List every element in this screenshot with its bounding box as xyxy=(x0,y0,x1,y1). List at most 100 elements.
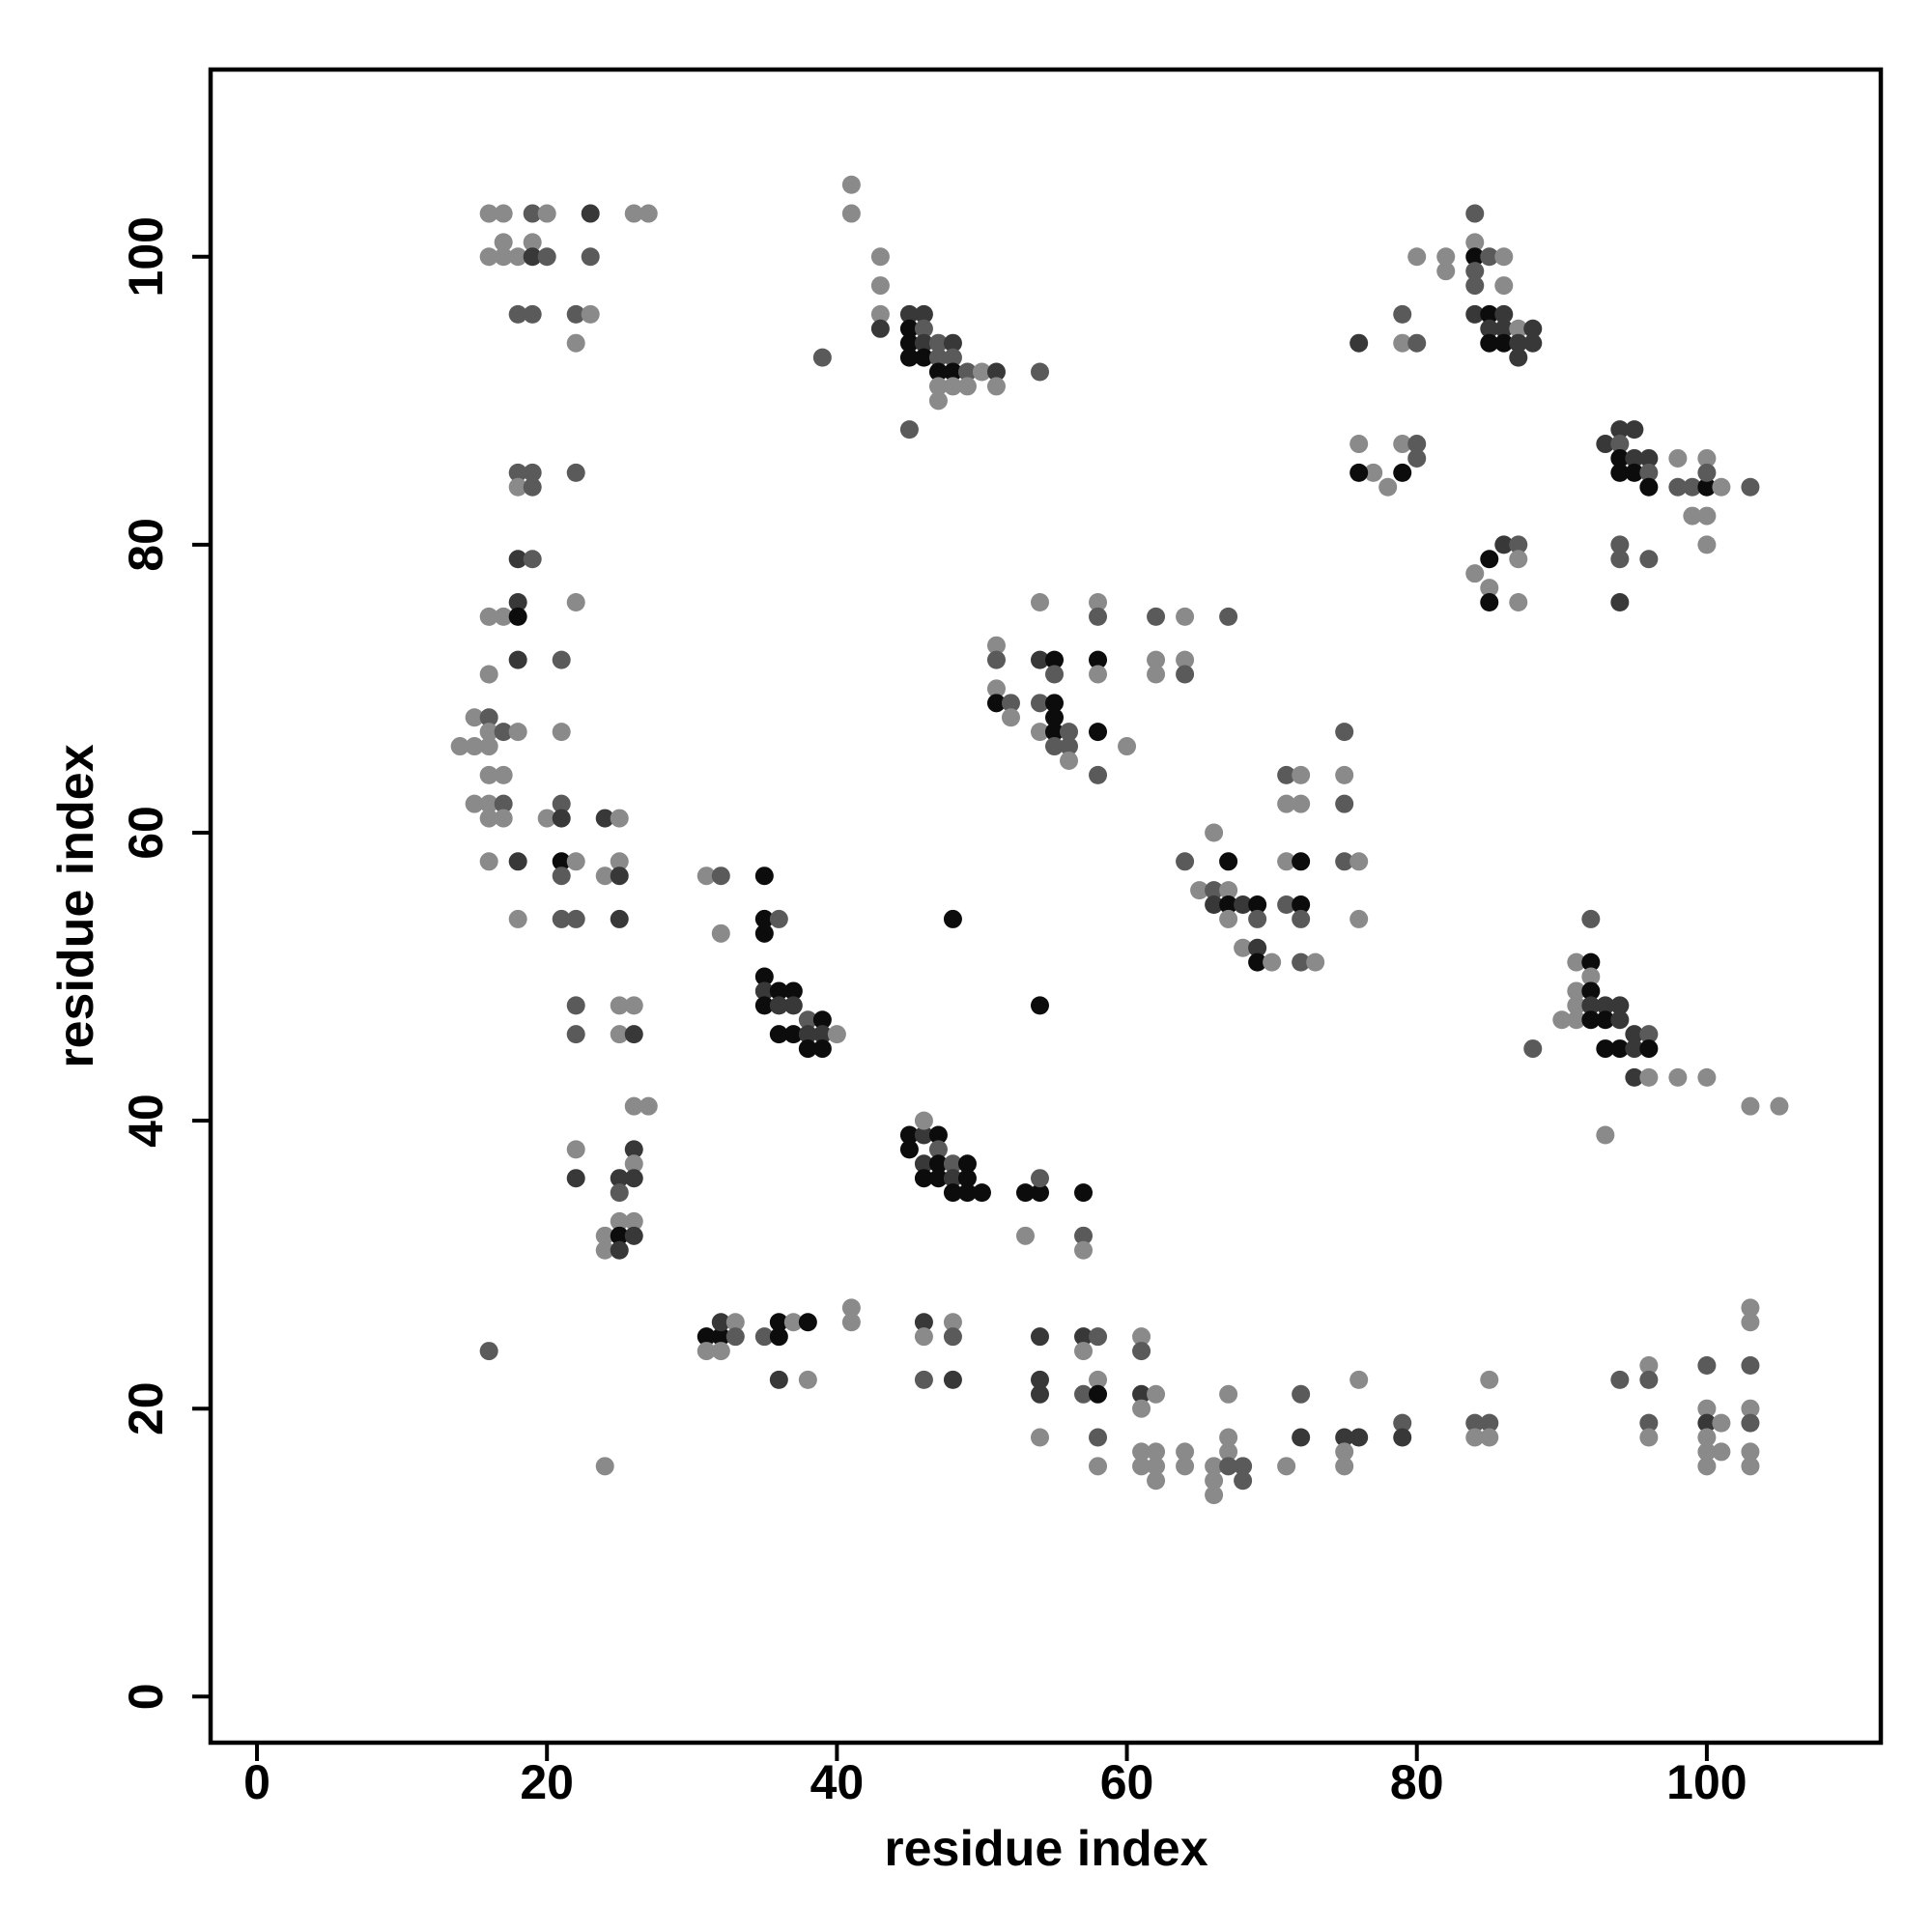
contact-point xyxy=(1741,1442,1760,1462)
contact-point xyxy=(928,1169,948,1188)
contact-point xyxy=(957,362,977,382)
contact-point xyxy=(523,233,542,252)
contact-point xyxy=(1509,333,1528,353)
contact-point xyxy=(696,867,716,886)
contact-point xyxy=(1610,463,1630,482)
x-tick-label: 60 xyxy=(1100,1755,1154,1809)
contact-point xyxy=(1089,1428,1108,1447)
contact-point xyxy=(1697,1457,1717,1476)
contact-point xyxy=(1074,1342,1094,1361)
contact-point xyxy=(1176,852,1195,871)
contact-point xyxy=(1089,665,1108,684)
contact-point xyxy=(523,477,542,497)
contact-point xyxy=(508,477,527,497)
contact-point xyxy=(1523,1039,1543,1059)
contact-point xyxy=(957,1169,977,1188)
contact-point xyxy=(769,981,788,1001)
contact-point xyxy=(696,1327,716,1347)
y-tick-label: 0 xyxy=(119,1683,173,1710)
contact-point xyxy=(711,1327,730,1347)
contact-point xyxy=(1132,1442,1151,1462)
contact-point xyxy=(1350,909,1369,928)
contact-point xyxy=(870,304,890,324)
contact-point xyxy=(725,1313,745,1332)
contact-point xyxy=(1625,463,1644,482)
contact-point xyxy=(566,1169,585,1188)
contact-point xyxy=(1292,909,1311,928)
y-axis: 0 20 40 60 80 100 xyxy=(119,216,211,1710)
contact-point xyxy=(1581,1010,1601,1030)
contact-point xyxy=(566,304,585,324)
contact-point xyxy=(1060,751,1079,770)
contact-point xyxy=(1335,723,1354,742)
contact-point xyxy=(1219,1442,1238,1462)
contact-point xyxy=(1639,1355,1659,1375)
contact-point xyxy=(1625,1039,1644,1059)
contact-point xyxy=(711,1342,730,1361)
y-axis-label: residue index xyxy=(48,744,104,1067)
contact-point xyxy=(1132,1327,1151,1347)
contact-point xyxy=(1219,881,1238,900)
contact-point xyxy=(1465,1428,1485,1447)
contact-point xyxy=(1697,535,1717,554)
y-tick-label: 40 xyxy=(119,1094,173,1148)
contact-point xyxy=(1465,233,1485,252)
contact-point xyxy=(943,1154,962,1174)
y-tick-label: 80 xyxy=(119,518,173,572)
contact-point xyxy=(1350,435,1369,454)
contact-point xyxy=(1219,1384,1238,1404)
contact-point xyxy=(479,765,498,784)
contact-point xyxy=(479,247,498,267)
contact-point xyxy=(1147,607,1166,626)
contact-point xyxy=(1465,262,1485,281)
contact-point xyxy=(465,708,484,727)
contact-point xyxy=(1147,1471,1166,1491)
contact-point xyxy=(1581,967,1601,986)
contact-point xyxy=(1147,650,1166,669)
contact-point xyxy=(624,1025,643,1044)
contact-point xyxy=(1567,1010,1586,1030)
contact-point xyxy=(610,1183,629,1203)
contact-point xyxy=(1074,1240,1094,1260)
contact-point xyxy=(1625,420,1644,440)
contact-point xyxy=(1292,765,1311,784)
contact-point xyxy=(754,923,774,943)
contact-point xyxy=(1350,1370,1369,1389)
contact-point xyxy=(1697,1355,1717,1375)
contact-point xyxy=(1465,276,1485,296)
contact-point xyxy=(1074,1384,1094,1404)
contact-point xyxy=(1132,1384,1151,1404)
contact-point xyxy=(479,852,498,871)
contact-point xyxy=(899,420,919,440)
contact-point xyxy=(1030,694,1049,713)
contact-point xyxy=(1089,1457,1108,1476)
contact-point xyxy=(943,1313,962,1332)
contact-point xyxy=(494,765,513,784)
contact-point xyxy=(1610,550,1630,569)
contact-point xyxy=(943,348,962,367)
contact-point xyxy=(1639,448,1659,468)
contact-point xyxy=(928,1125,948,1145)
contact-point xyxy=(1248,952,1267,972)
contact-point xyxy=(754,996,774,1015)
contact-point xyxy=(986,694,1006,713)
contact-point xyxy=(1610,996,1630,1015)
contact-point xyxy=(1205,1471,1224,1491)
contact-point xyxy=(1494,333,1514,353)
contact-point xyxy=(914,1370,933,1389)
contact-point xyxy=(841,1298,861,1318)
y-tick-label: 60 xyxy=(119,806,173,860)
contact-point xyxy=(1712,1442,1731,1462)
contact-point xyxy=(841,1313,861,1332)
contact-point xyxy=(1436,262,1456,281)
contact-point xyxy=(508,247,527,267)
contact-point xyxy=(595,867,614,886)
contact-point xyxy=(870,276,890,296)
contact-point xyxy=(537,204,556,223)
contact-point xyxy=(1596,435,1615,454)
contact-point xyxy=(1335,765,1354,784)
contact-point xyxy=(624,1211,643,1231)
contact-point xyxy=(1074,1226,1094,1245)
contact-point xyxy=(1335,1442,1354,1462)
contact-point xyxy=(610,809,629,828)
